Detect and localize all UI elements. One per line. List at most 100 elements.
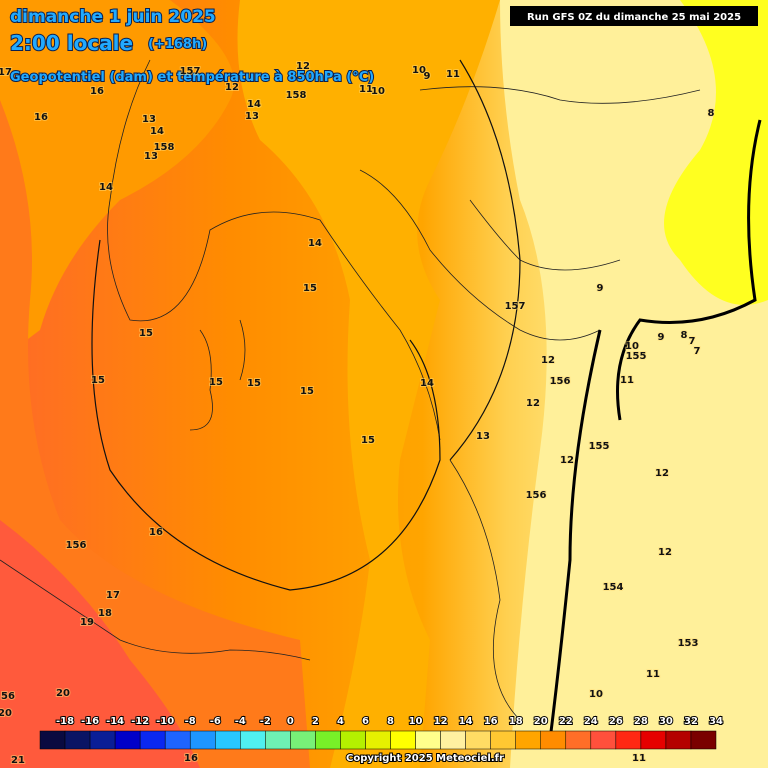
map-label: 16 — [90, 86, 104, 97]
legend-swatch — [690, 730, 717, 750]
legend-swatch — [64, 730, 91, 750]
legend-swatch — [290, 730, 316, 750]
map-label: 7 — [689, 336, 696, 347]
legend-swatch — [540, 730, 567, 750]
legend-tick: 2 — [312, 716, 319, 727]
map-label: 9 — [658, 332, 665, 343]
zone — [664, 0, 768, 305]
map-label: 9 — [597, 283, 604, 294]
map-label: 13 — [142, 114, 156, 125]
legend-swatch — [240, 730, 266, 750]
legend-swatch — [415, 730, 441, 750]
map-label: 158 — [154, 142, 175, 153]
contour — [91, 239, 441, 591]
map-label: 7 — [694, 346, 701, 357]
map-label: 155 — [626, 351, 647, 362]
map-label: 12 — [560, 455, 574, 466]
legend-swatch — [139, 730, 166, 750]
legend-swatch — [440, 730, 466, 750]
legend-swatch — [215, 730, 241, 750]
copyright: Copyright 2025 Meteociel.fr — [346, 753, 504, 764]
legend-tick: -10 — [156, 716, 174, 727]
legend-tick: 30 — [659, 716, 673, 727]
legend-swatch — [565, 730, 592, 750]
legend-swatch — [39, 730, 66, 750]
map-label: 157 — [180, 66, 201, 77]
legend-tick: -2 — [260, 716, 271, 727]
zone — [0, 520, 200, 768]
map-label: 13 — [245, 111, 259, 122]
legend-tick: -12 — [131, 716, 149, 727]
contour — [449, 59, 521, 461]
lead: (+168h) — [148, 37, 207, 52]
legend-tick: -14 — [106, 716, 124, 727]
map-label: 14 — [150, 126, 164, 137]
map-label: 11 — [359, 84, 373, 95]
legend-tick: -16 — [81, 716, 99, 727]
map-label: 15 — [361, 435, 375, 446]
map-label: 10 — [412, 65, 426, 76]
zone — [0, 0, 234, 360]
map-label: 156 — [66, 540, 87, 551]
map-label: 10 — [625, 341, 639, 352]
map-label: 12 — [526, 398, 540, 409]
map-label: 14 — [420, 378, 434, 389]
map-label: 14 — [247, 99, 261, 110]
map-label: 154 — [603, 582, 624, 593]
map-label: 56 — [1, 691, 15, 702]
map-label: 15 — [139, 328, 153, 339]
legend-swatch — [315, 730, 341, 750]
map-label: 15 — [209, 377, 223, 388]
map-label: 15 — [91, 375, 105, 386]
map-label: 12 — [225, 82, 239, 93]
run-box — [510, 6, 758, 26]
legend-tick: -6 — [210, 716, 221, 727]
map-label: 156 — [526, 490, 547, 501]
legend-swatch — [114, 730, 141, 750]
legend-tick: -4 — [235, 716, 246, 727]
contour-bold — [548, 329, 602, 741]
legend-tick: 14 — [459, 716, 473, 727]
map-label: 16 — [34, 112, 48, 123]
legend-swatch — [665, 730, 692, 750]
legend-swatch — [365, 730, 391, 750]
map-label: 9 — [424, 71, 431, 82]
map-label: 12 — [655, 468, 669, 479]
map-label: 10 — [371, 86, 385, 97]
legend-swatch — [340, 730, 366, 750]
map-label: 158 — [286, 90, 307, 101]
map-label: 17 — [106, 590, 120, 601]
borders — [0, 59, 701, 721]
legend-tick: 12 — [434, 716, 448, 727]
legend-swatch — [89, 730, 116, 750]
legend-swatch — [189, 730, 216, 750]
date: dimanche 1 juin 2025 — [10, 7, 216, 27]
map-label: 20 — [56, 688, 70, 699]
legend-swatch — [490, 730, 516, 750]
map-label: 12 — [658, 547, 672, 558]
map-label: 21 — [11, 755, 25, 766]
zone — [237, 0, 500, 768]
legend-tick: 22 — [559, 716, 573, 727]
legend-tick: 0 — [287, 716, 294, 727]
legend-tick: 8 — [387, 716, 394, 727]
legend-swatch — [640, 730, 667, 750]
legend-swatch — [265, 730, 291, 750]
map-label: 20 — [0, 708, 12, 719]
map-label: 15 — [303, 283, 317, 294]
legend-tick: 6 — [362, 716, 369, 727]
legend-swatch — [465, 730, 491, 750]
map-label: 11 — [646, 669, 660, 680]
legend-tick: 16 — [484, 716, 498, 727]
legend-tick: -8 — [185, 716, 196, 727]
map-label: 11 — [632, 753, 646, 764]
contour-bold — [616, 119, 762, 421]
legend-swatch — [390, 730, 416, 750]
map-label: 12 — [296, 61, 310, 72]
map-label: 8 — [708, 108, 715, 119]
legend-tick: 20 — [534, 716, 548, 727]
legend-tick: 24 — [584, 716, 598, 727]
legend-swatch — [164, 730, 191, 750]
map-label: 155 — [589, 441, 610, 452]
